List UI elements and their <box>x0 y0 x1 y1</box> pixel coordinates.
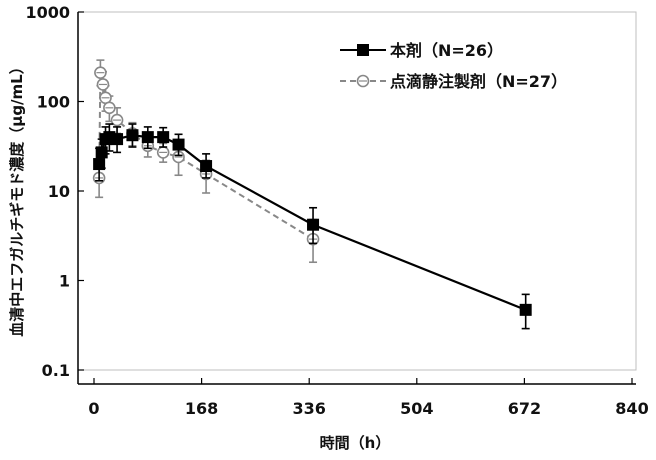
x-tick-label: 840 <box>615 399 648 418</box>
x-tick-label: 504 <box>400 399 433 418</box>
data-point <box>307 218 320 231</box>
data-point <box>93 158 106 171</box>
data-point <box>126 129 139 142</box>
legend-label: 本剤（N=26） <box>390 41 503 60</box>
y-tick-label: 10 <box>48 182 70 201</box>
data-point <box>95 146 108 159</box>
series-layer <box>92 59 532 330</box>
y-tick-label: 1000 <box>25 3 70 22</box>
x-tick-label: 0 <box>88 399 99 418</box>
y-tick-label: 100 <box>37 93 70 112</box>
y-tick-label: 0.1 <box>42 361 70 380</box>
legend-label: 点滴静注製剤（N=27） <box>390 72 567 91</box>
data-point <box>111 133 124 146</box>
x-ticks: 0 168 336 504 672 840 <box>88 378 649 418</box>
x-axis-title: 時間（h） <box>320 434 391 452</box>
data-point <box>200 160 213 173</box>
data-point <box>141 131 154 144</box>
legend: 本剤（N=26） 点滴静注製剤（N=27） <box>340 41 567 91</box>
x-tick-label: 336 <box>292 399 325 418</box>
x-tick-label: 672 <box>508 399 541 418</box>
y-tick-label: 1 <box>59 272 70 291</box>
y-axis-title: 血清中エフガルチギモド濃度（μg/mL） <box>8 59 26 336</box>
data-point <box>157 131 170 144</box>
plot-area <box>77 11 637 371</box>
data-point <box>519 303 532 316</box>
y-ticks: 0.1 1 10 100 1000 <box>25 3 84 380</box>
legend-marker <box>357 44 369 56</box>
series-0 <box>93 123 532 330</box>
data-point <box>172 138 185 151</box>
x-tick-label: 168 <box>185 399 218 418</box>
